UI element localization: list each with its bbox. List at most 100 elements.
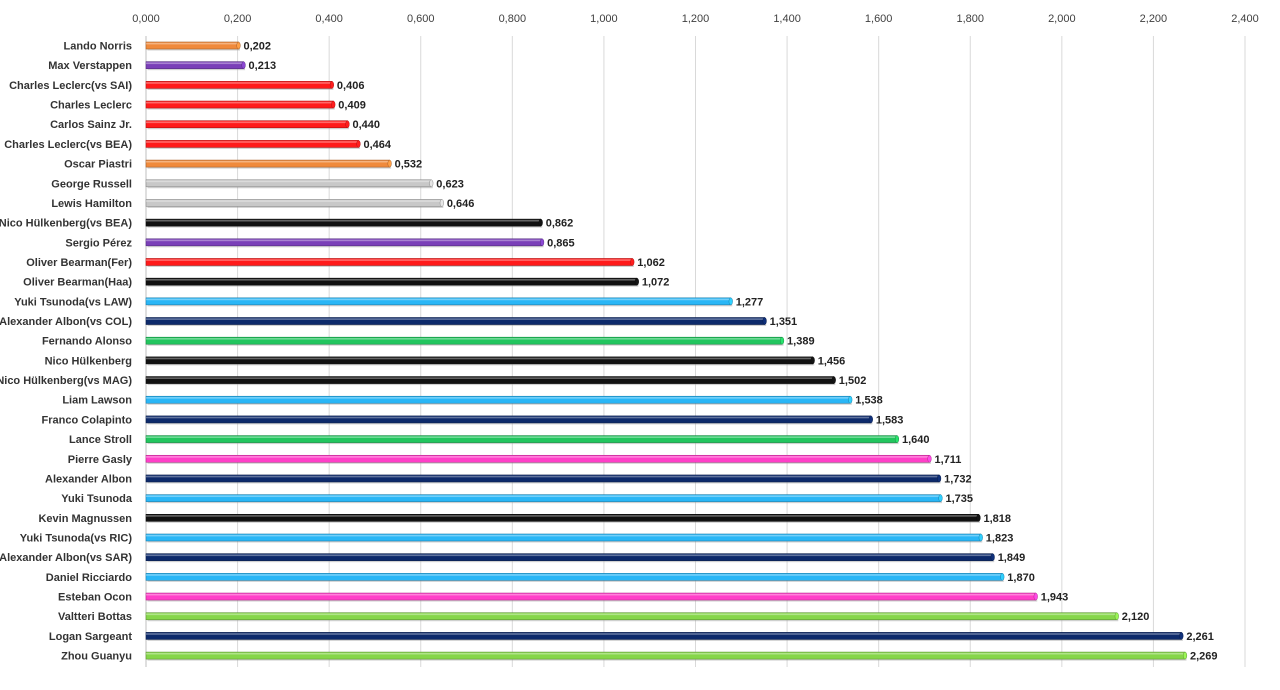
bar-end-cap <box>831 376 836 384</box>
bar-highlight <box>146 416 871 419</box>
bar-highlight <box>146 318 765 320</box>
category-label: Alexander Albon(vs SAR) <box>0 552 132 564</box>
bar-highlight <box>146 554 993 557</box>
bar-end-cap <box>1182 651 1188 660</box>
bar-end-cap <box>331 100 336 109</box>
category-label: Alexander Albon <box>45 473 132 485</box>
value-label: 1,943 <box>1041 592 1069 604</box>
value-label: 0,464 <box>363 139 391 151</box>
bars <box>145 41 1188 661</box>
value-label: 1,277 <box>736 296 764 308</box>
bar-end-cap <box>356 140 361 148</box>
value-label: 1,818 <box>983 513 1011 525</box>
value-label: 1,072 <box>642 277 670 289</box>
value-label: 0,409 <box>338 100 366 112</box>
bar-highlight <box>146 200 442 202</box>
bar-highlight <box>146 160 390 163</box>
value-label: 1,849 <box>998 552 1026 564</box>
bar-highlight <box>146 397 851 399</box>
value-label: 1,583 <box>876 414 904 426</box>
x-tick-label: 2,400 <box>1231 13 1259 25</box>
bar-highlight <box>146 101 334 104</box>
bar-end-cap <box>779 336 785 345</box>
category-label: Zhou Guanyu <box>61 651 132 663</box>
bar-end-cap <box>439 199 444 207</box>
category-label: Charles Leclerc(vs SAI) <box>9 80 132 92</box>
value-label: 1,711 <box>934 454 961 466</box>
value-label: 1,351 <box>770 316 798 328</box>
category-label: George Russell <box>51 178 132 190</box>
x-tick-label: 1,000 <box>590 13 618 25</box>
category-label: Lance Stroll <box>69 434 132 446</box>
x-tick-label: 1,600 <box>865 13 893 25</box>
bar-end-cap <box>848 395 853 404</box>
bar-end-cap <box>937 474 942 483</box>
bar-highlight <box>146 259 633 261</box>
value-label: 0,862 <box>546 218 574 230</box>
bar-end-cap <box>927 455 932 463</box>
category-label: Yuki Tsunoda <box>61 493 133 505</box>
category-labels: Lando Norris Max Verstappen Charles Lecler… <box>0 41 133 663</box>
bar-highlight <box>146 534 981 537</box>
bar-highlight <box>146 593 1036 596</box>
bar-highlight <box>146 42 239 45</box>
bar-end-cap <box>868 415 873 424</box>
bar-end-cap <box>990 553 995 561</box>
value-label: 0,532 <box>395 159 423 171</box>
value-label: 0,202 <box>243 41 271 53</box>
bar-end-cap <box>345 120 350 128</box>
x-tick-label: 1,400 <box>773 13 801 25</box>
category-label: Charles Leclerc(vs BEA) <box>4 139 132 151</box>
value-label: 0,213 <box>249 60 277 72</box>
bar-highlight <box>146 121 348 124</box>
bar-highlight <box>146 633 1182 635</box>
bar-end-cap <box>1179 632 1184 640</box>
x-tick-label: 0,600 <box>407 13 435 25</box>
category-label: Charles Leclerc <box>50 100 132 112</box>
bar-end-cap <box>236 41 241 50</box>
bar-highlight <box>146 219 541 222</box>
bar-highlight <box>146 298 731 301</box>
bar-highlight <box>146 278 637 281</box>
bar-highlight <box>146 495 941 498</box>
category-label: Oliver Bearman(Fer) <box>26 257 132 269</box>
category-label: Oscar Piastri <box>64 159 132 171</box>
bar-highlight <box>146 613 1117 616</box>
category-label: Nico Hülkenberg(vs MAG) <box>0 375 132 387</box>
value-label: 0,646 <box>447 198 475 210</box>
bar-highlight <box>146 475 940 478</box>
x-axis-ticks: 0,000 0,200 0,400 0,600 0,800 1,000 1,200 1,400… <box>132 13 1259 25</box>
value-label: 1,823 <box>986 533 1014 545</box>
category-label: Valtteri Bottas <box>58 611 132 623</box>
category-label: Logan Sargeant <box>49 631 132 643</box>
bar-highlight <box>146 456 930 458</box>
value-label: 1,062 <box>637 257 665 269</box>
x-tick-label: 1,800 <box>956 13 984 25</box>
bar-highlight <box>146 357 813 360</box>
value-label: 2,269 <box>1190 651 1218 663</box>
bar-highlight <box>146 574 1003 576</box>
grid-layer <box>145 36 1246 667</box>
category-label: Lando Norris <box>64 41 132 53</box>
value-label: 2,261 <box>1186 631 1214 643</box>
value-label: 1,502 <box>839 375 867 387</box>
x-tick-label: 2,000 <box>1048 13 1076 25</box>
category-label: Liam Lawson <box>62 395 132 407</box>
x-tick-label: 0,800 <box>499 13 527 25</box>
value-label: 1,456 <box>818 355 846 367</box>
category-label: Esteban Ocon <box>58 592 132 604</box>
bar-highlight <box>146 515 979 517</box>
value-label: 1,538 <box>855 395 883 407</box>
x-tick-label: 1,200 <box>682 13 710 25</box>
value-label: 1,870 <box>1007 572 1035 584</box>
value-labels: 0,202 0,213 0,406 0,409 0,440 0,464 0,532 0,623… <box>243 41 1217 663</box>
value-label: 1,732 <box>944 473 972 485</box>
bar-end-cap <box>329 81 334 89</box>
value-label: 1,735 <box>945 493 973 505</box>
value-label: 1,389 <box>787 336 815 348</box>
category-label: Pierre Gasly <box>68 454 133 466</box>
category-label: Lewis Hamilton <box>51 198 132 210</box>
value-label: 1,640 <box>902 434 930 446</box>
